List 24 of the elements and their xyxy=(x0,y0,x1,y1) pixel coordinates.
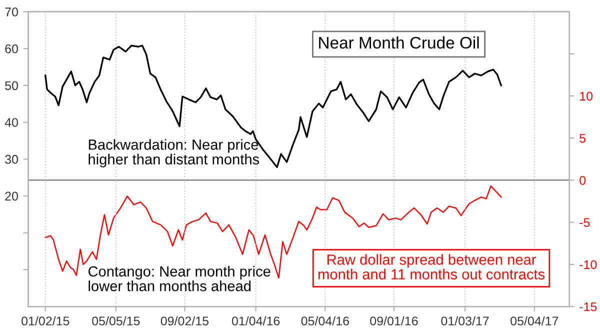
y2-tick-label: 0 xyxy=(580,176,586,185)
y-tick-label: 60 xyxy=(5,44,18,54)
annotation: Backwardation: Near price higher than distant months xyxy=(88,139,260,168)
x-tick-label: 05/05/15 xyxy=(92,316,140,326)
y2-tick-label: 10 xyxy=(580,92,593,101)
y2-tick-label: -15 xyxy=(580,302,597,312)
x-tick-label: 01/02/15 xyxy=(22,316,70,326)
y-tick-label: 30 xyxy=(5,154,18,164)
y-tick-label: 20 xyxy=(5,192,18,201)
x-tick-label: 09/02/15 xyxy=(160,316,209,326)
y-tick-label: 50 xyxy=(5,81,18,90)
y-tick-label: 70 xyxy=(5,8,18,16)
y-tick-label: 40 xyxy=(4,118,18,127)
text: Near Month Crude Oil xyxy=(319,36,479,49)
annotation: Raw dollar spread between near month and 11 months out contracts xyxy=(318,254,545,280)
x-tick-label: 09/01/16 xyxy=(370,316,418,326)
x-tick-label: 05/04/17 xyxy=(510,316,558,326)
x-tick-label: 01/03/17 xyxy=(441,316,489,326)
x-tick-label: 05/04/16 xyxy=(301,316,349,326)
y2-tick-label: -10 xyxy=(580,260,597,270)
y2-tick-label: -5 xyxy=(580,218,590,227)
x-tick-label: 01/04/16 xyxy=(232,316,280,326)
y2-tick-label: 5 xyxy=(580,134,586,143)
annotation: Contango: Near month price lower than months ahead xyxy=(88,266,270,292)
